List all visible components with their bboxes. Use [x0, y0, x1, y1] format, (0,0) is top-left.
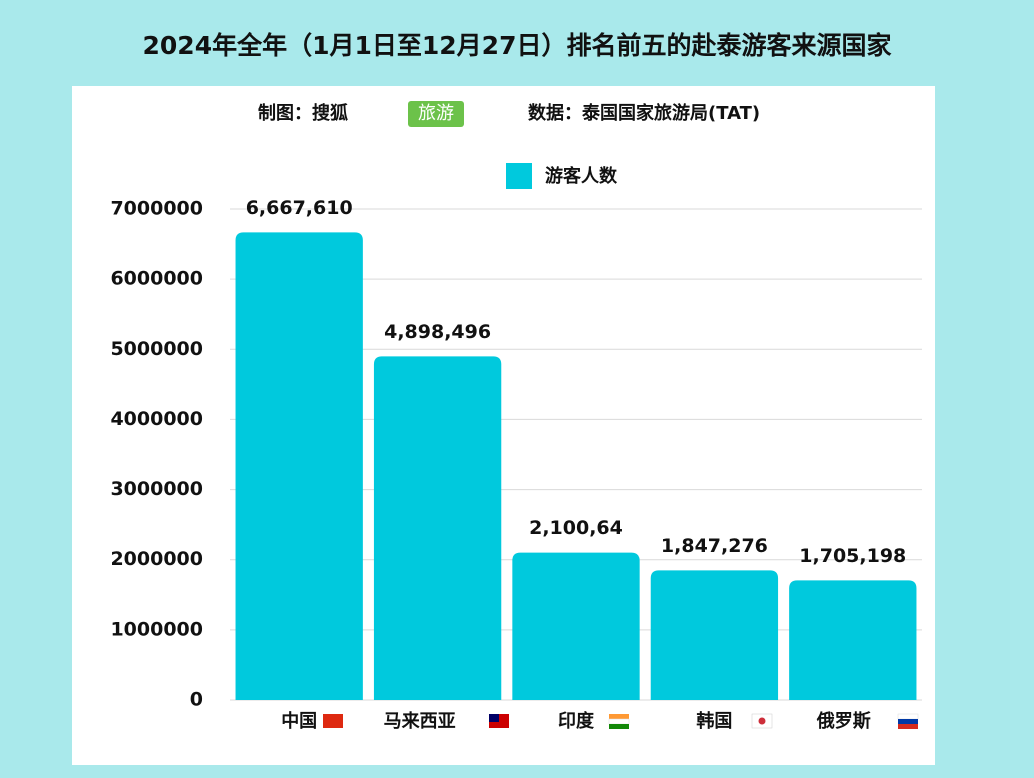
- flag: [489, 714, 499, 722]
- x-tick-label: 俄罗斯: [816, 710, 871, 732]
- value-label: 6,667,610: [246, 197, 353, 219]
- source: 数据：泰国国家旅游局(TAT): [528, 102, 760, 124]
- flag: [608, 718, 630, 725]
- bar: [235, 232, 363, 700]
- bar: [373, 356, 502, 700]
- flag: [898, 724, 918, 729]
- flag: [609, 724, 629, 729]
- flag: [758, 717, 766, 725]
- x-tick-label: 韩国: [696, 710, 732, 732]
- y-tick-label: 7000000: [110, 198, 203, 220]
- x-tick-label: 印度: [558, 710, 595, 732]
- flag: [897, 713, 919, 720]
- flag: [898, 719, 918, 724]
- legend-label: 游客人数: [545, 165, 618, 187]
- y-tick-label: 3000000: [110, 478, 203, 500]
- credit-badge-bg: [408, 101, 464, 127]
- y-tick-label: 1000000: [110, 618, 203, 640]
- value-label: 1,705,198: [799, 545, 906, 567]
- bar: [650, 570, 779, 700]
- legend-swatch: [506, 163, 532, 189]
- credit-badge: 旅游: [418, 103, 454, 124]
- y-tick-label: 5000000: [110, 338, 203, 360]
- y-tick-label: 6000000: [110, 268, 203, 290]
- y-tick-label: 0: [190, 689, 203, 711]
- flags: [323, 713, 919, 729]
- flag: [323, 714, 343, 728]
- flag: [609, 714, 629, 719]
- x-tick-label: 马来西亚: [384, 711, 456, 732]
- value-label: 2,100,64: [529, 517, 623, 539]
- bar: [512, 552, 640, 700]
- y-tick-label: 4000000: [110, 408, 203, 430]
- bar: [789, 580, 917, 700]
- chart-title: 2024年全年（1月1日至12月27日）排名前五的赴泰游客来源国家: [143, 31, 892, 60]
- credit: 制图：搜狐: [258, 102, 348, 124]
- value-label: 1,847,276: [661, 535, 768, 557]
- x-tick-label: 中国: [281, 710, 317, 732]
- value-label: 4,898,496: [384, 321, 491, 343]
- y-tick-label: 2000000: [110, 548, 203, 570]
